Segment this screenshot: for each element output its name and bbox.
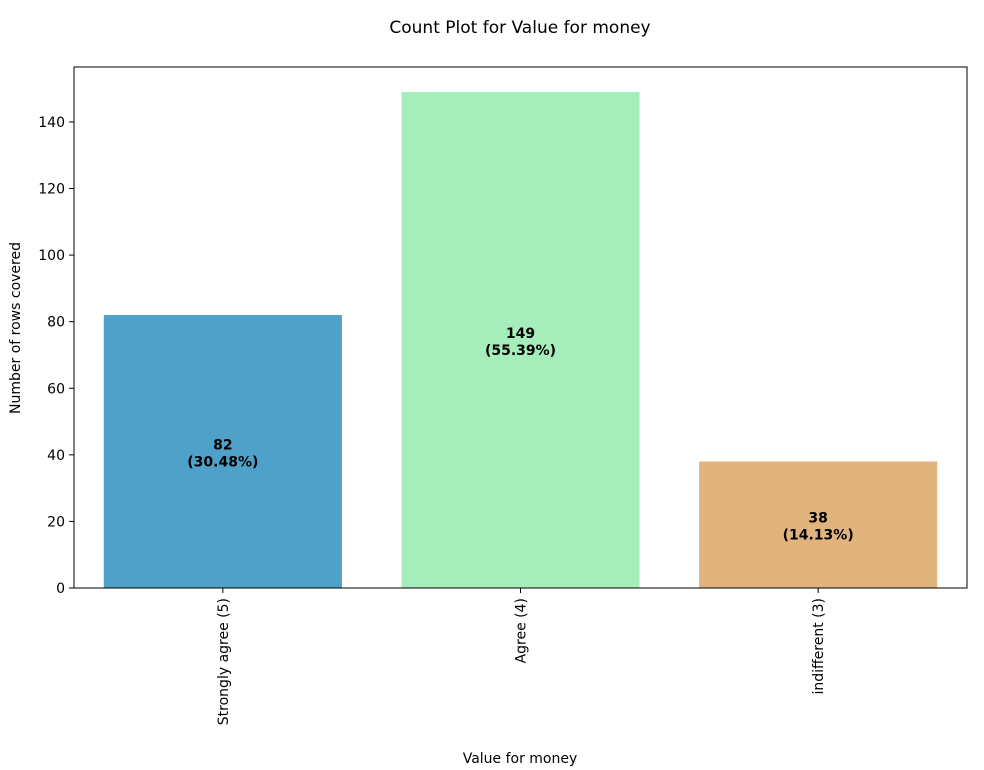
y-tick-label: 20	[47, 514, 65, 530]
y-axis: 0 20 40 60 80 100 120 140	[38, 115, 74, 597]
bar-percent-label: (30.48%)	[187, 455, 258, 471]
bar	[103, 315, 342, 588]
bar	[401, 91, 640, 588]
bar-value-label: 38	[808, 511, 827, 527]
y-tick-label: 60	[47, 381, 65, 397]
bars-layer: 82(30.48%) 149(55.39%) 38(14.13%)	[103, 91, 938, 588]
chart-title: Count Plot for Value for money	[389, 18, 650, 38]
y-tick-label: 40	[47, 448, 65, 464]
x-tick-label: Agree (4)	[514, 598, 530, 663]
y-tick-label: 80	[47, 315, 65, 331]
y-tick-label: 100	[38, 248, 65, 264]
y-tick-label: 0	[56, 581, 65, 597]
bar-percent-label: (14.13%)	[783, 528, 854, 544]
bar-value-label: 149	[506, 326, 535, 342]
x-axis: Strongly agree (5) Agree (4) indifferent (…	[216, 588, 827, 725]
x-axis-label: Value for money	[463, 751, 578, 767]
bar	[699, 461, 938, 588]
x-tick-label: Strongly agree (5)	[216, 598, 232, 725]
y-tick-label: 140	[38, 115, 65, 131]
x-tick-label: indifferent (3)	[811, 598, 827, 695]
bar-percent-label: (55.39%)	[485, 343, 556, 359]
y-tick-label: 120	[38, 182, 65, 198]
y-axis-label: Number of rows covered	[8, 242, 24, 414]
bar-value-label: 82	[213, 438, 232, 454]
